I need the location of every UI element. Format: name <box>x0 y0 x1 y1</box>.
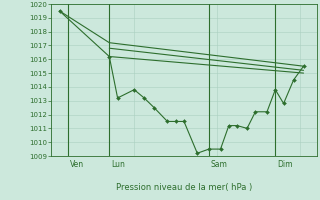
Text: Lun: Lun <box>111 160 125 169</box>
Text: Sam: Sam <box>211 160 228 169</box>
Text: Pression niveau de la mer( hPa ): Pression niveau de la mer( hPa ) <box>116 183 252 192</box>
Text: Ven: Ven <box>69 160 84 169</box>
Text: Dim: Dim <box>277 160 292 169</box>
